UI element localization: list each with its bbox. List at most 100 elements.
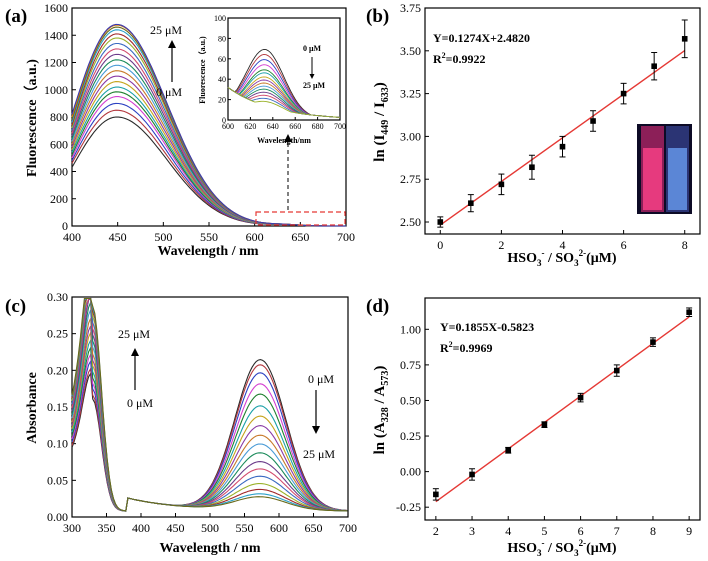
panel-b-y-tick-label: 3.75 [400,1,421,15]
panel-a-y-tick-label: 1000 [44,83,68,97]
panel-a-y-axis-label: Fluorescence（a.u.) [24,59,40,177]
panel-b-x-tick-label: 4 [560,238,566,252]
panel-b-data-point [437,219,444,225]
panel-a-y-tick-label: 1400 [44,28,68,42]
panel-a-inset-x-tick-label: 600 [222,122,234,131]
panel-d-y-tick-label: 1.00 [400,322,421,336]
panel-a-x-axis-label: Wavelength / nm [157,244,258,259]
panel-b: (b) 0 2 4 6 8 2.50 2.75 3.00 3.25 3.50 3.75 Y=0.1… [366,1,701,268]
panel-c-curves [71,297,348,512]
vial-left-solution [643,148,662,210]
panel-c-x-tick-label: 300 [63,521,81,535]
panel-a: (a) 400 450 500 550 600 650 700 02004006008001… [5,1,355,259]
panel-a-y-tick-label: 1200 [44,56,68,70]
panel-d-data-point [541,421,548,428]
panel-c-y-tick-label: 0.00 [47,510,68,524]
panel-d-data-point [505,447,512,454]
panel-c-spectrum-line [71,297,348,512]
panel-a-inset-x-axis-label: Wavelength/nm [257,136,311,145]
panel-a-inset-spectrum-line [227,87,341,118]
panel-c: (c) 300 350 400 450 500 550 600 650 700 0.00 0.05… [5,290,357,556]
panel-b-data-points [437,19,688,228]
panel-a-x-tick-label: 650 [291,230,309,244]
panel-a-y-ticks: 0 200 400 600 800 1000 1200 1400 1600 [44,1,76,233]
panel-a-spectrum-line [71,116,346,227]
panel-b-x-tick-label: 6 [621,238,627,252]
panel-d-y-tick-label: 0.50 [400,393,421,407]
panel-a-inset-x-tick-label: 640 [267,122,279,131]
panel-c-y-tick-label: 0.10 [47,437,68,451]
panel-c-conc-top-right: 0 μM [308,372,334,386]
panel-d-x-tick-label: 4 [505,524,511,538]
panel-d-data-point [433,491,439,498]
panel-b-y-tick-label: 3.50 [400,44,421,58]
panel-b-y-tick-label: 3.25 [400,87,421,101]
panel-d-data-point [686,309,692,316]
panel-a-inset-y-tick-label: 80 [218,34,226,43]
panel-a-inset-x-tick-label: 620 [244,122,256,131]
panel-d-data-point [613,367,620,374]
panel-c-spectrum-line [71,297,348,512]
panel-a-inset-y-axis-label: Fluorescence（a.u.) [197,36,207,104]
panel-a-inset: 600 620 640 660 680 700 0 20 40 60 80 100 Waveleng… [197,14,346,145]
panel-d-data-point [469,471,475,478]
panel-a-inset-y-tick-label: 40 [218,75,226,84]
panel-d-data-points [432,307,693,501]
panel-d-x-tick-label: 7 [614,524,620,538]
panel-c-y-tick-label: 0.30 [47,290,68,304]
panel-b-data-point [681,36,688,42]
panel-a-y-tick-label: 200 [50,192,68,206]
panel-c-x-tick-label: 450 [167,521,185,535]
panel-a-conc-low-label: 0 μM [156,85,182,99]
panel-b-data-point [498,181,505,188]
panel-a-inset-x-tick-label: 660 [289,122,301,131]
panel-a-inset-conc-bottom: 25 μM [303,81,326,90]
panel-d-x-tick-label: 2 [433,524,439,538]
panel-d-y-tick-label: -0.25 [396,500,421,514]
panel-b-r2: R2=0.9922 [433,51,486,66]
panel-d-x-ticks: 2 3 4 5 6 7 8 9 [433,516,692,538]
panel-d-data-point [577,394,584,401]
panel-a-inset-curves [227,48,341,118]
panel-c-spectrum-line [71,297,348,512]
panel-b-data-point [620,90,627,97]
panel-c-x-tick-label: 400 [132,521,150,535]
panel-c-conc-low-label: 0 μM [127,396,153,410]
panel-d-y-tick-label: 0.00 [400,465,421,479]
panel-b-y-ticks: 2.50 2.75 3.00 3.25 3.50 3.75 [400,1,429,229]
panel-c-x-tick-label: 550 [236,521,254,535]
panel-a-x-tick-label: 600 [246,230,264,244]
panel-b-y-tick-label: 2.75 [400,172,421,186]
panel-a-inset-arrow-head [309,74,315,79]
panel-d-regression-line [435,316,690,503]
panel-b-data-point [559,143,566,150]
panel-b-x-tick-label: 0 [437,238,443,252]
panel-a-y-tick-label: 0 [62,219,68,233]
panel-b-data-point [590,118,596,124]
panel-d-label: (d) [366,296,389,317]
panel-a-x-tick-label: 400 [63,230,81,244]
panel-c-y-tick-label: 0.20 [47,363,68,377]
panel-d-equation: Y=0.1855X-0.5823 [440,320,534,334]
panel-c-x-tick-label: 700 [339,521,357,535]
panel-a-spectrum-line [71,109,346,227]
panel-a-inset-x-tick-label: 680 [312,122,324,131]
panel-b-y-tick-label: 2.50 [400,215,421,229]
panel-c-spectrum-line [71,297,348,512]
panel-d-y-ticks: -0.25 0.00 0.25 0.50 0.75 1.00 [396,322,429,514]
panel-d-x-tick-label: 6 [578,524,584,538]
panel-a-y-tick-label: 600 [50,137,68,151]
panel-c-y-ticks: 0.00 0.05 0.10 0.15 0.20 0.25 0.30 [47,290,76,524]
panel-b-x-tick-label: 8 [682,238,688,252]
panel-a-inset-y-ticks: 0 20 40 60 80 100 [214,14,231,125]
panel-b-x-ticks: 0 2 4 6 8 [437,230,688,252]
panel-d-x-axis-label: HSO3- / SO32-(μM) [507,538,616,558]
panel-a-x-tick-label: 450 [109,230,127,244]
panel-a-y-tick-label: 1600 [44,1,68,15]
panel-b-x-tick-label: 2 [498,238,504,252]
panel-d-fit-line [435,316,690,503]
panel-d-y-tick-label: 0.75 [400,358,421,372]
panel-c-right-arrow-head [312,426,320,434]
panel-c-x-axis-label: Wavelength / nm [159,541,260,556]
